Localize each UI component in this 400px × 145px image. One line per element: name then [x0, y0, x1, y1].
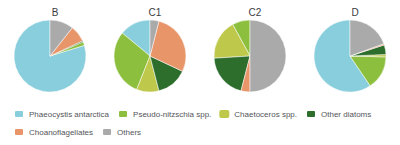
svg-text:Pseudo-nitzschia spp.: Pseudo-nitzschia spp.: [133, 110, 211, 119]
svg-text:Other diatoms: Other diatoms: [321, 110, 371, 119]
svg-text:Others: Others: [117, 128, 141, 137]
svg-text:Choanoflagellates: Choanoflagellates: [29, 128, 93, 137]
svg-text:C2: C2: [249, 7, 262, 18]
svg-text:D: D: [351, 7, 358, 18]
svg-text:B: B: [52, 7, 59, 18]
svg-text:Chaetoceros spp.: Chaetoceros spp.: [234, 110, 297, 119]
svg-text:Phaeocystis antarctica: Phaeocystis antarctica: [29, 110, 110, 119]
svg-text:C1: C1: [149, 7, 162, 18]
